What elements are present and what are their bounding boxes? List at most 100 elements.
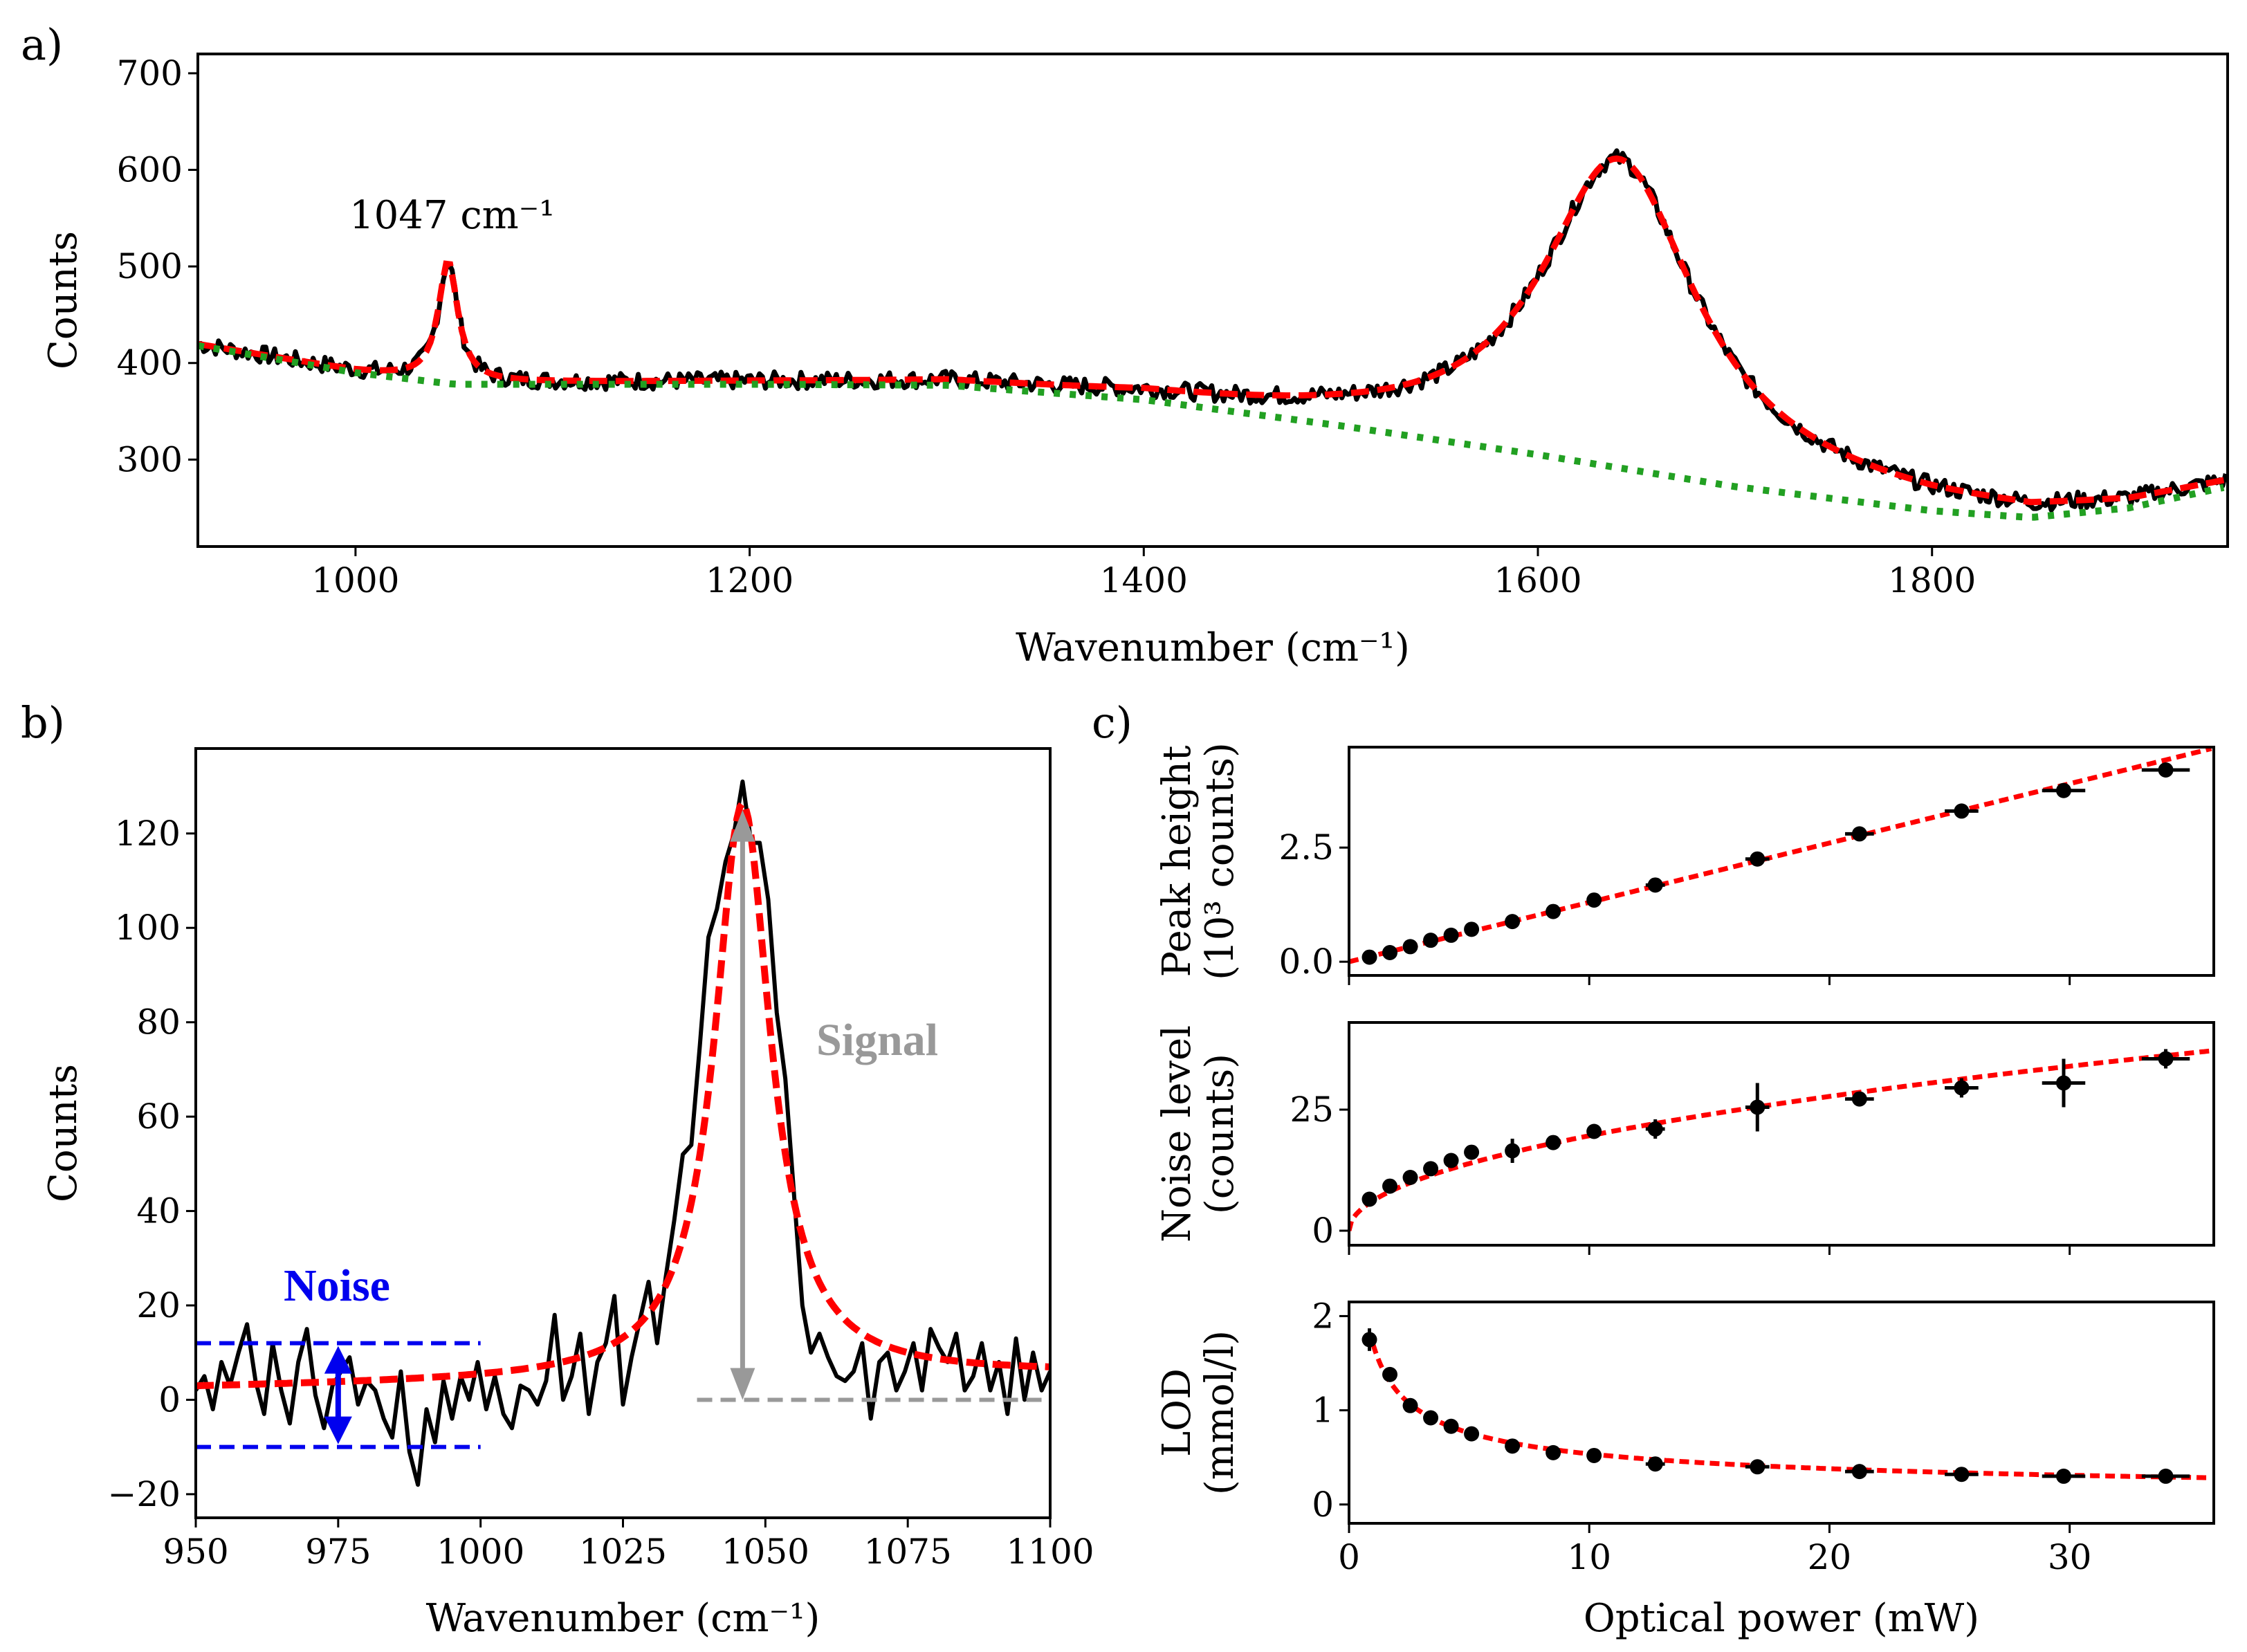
data-point xyxy=(1382,1366,1398,1382)
y-tick-label: 2 xyxy=(1312,1296,1334,1336)
data-point xyxy=(1586,1447,1602,1463)
data-point xyxy=(1647,1121,1663,1137)
panel-c-lod-axes: 0 10 20 30 0 1 2 Optical power (mW) LOD(mmol/l) xyxy=(1155,1296,2215,1641)
x-axis-label: Wavenumber (cm⁻¹) xyxy=(1016,625,1410,670)
x-axis-label: Optical power (mW) xyxy=(1584,1596,1979,1641)
data-point xyxy=(1382,945,1398,960)
y-axis-label: (mmol/l) xyxy=(1198,1330,1242,1495)
y-tick-label: 80 xyxy=(136,1002,181,1043)
data-point xyxy=(2055,1468,2071,1484)
y-axis-label: Peak height xyxy=(1155,745,1200,977)
x-tick-label: 0 xyxy=(1338,1537,1360,1577)
x-tick-label: 1600 xyxy=(1494,560,1581,600)
data-point xyxy=(1423,933,1439,948)
data-point xyxy=(1505,914,1521,930)
panel-a-label: a) xyxy=(21,19,63,70)
y-axis-label: (counts) xyxy=(1198,1054,1242,1214)
signal-arrow-head-down xyxy=(730,1368,755,1400)
noise-arrow-head-down xyxy=(324,1416,352,1444)
y-tick-label: 2.5 xyxy=(1278,827,1334,868)
data-point xyxy=(1546,1444,1561,1460)
x-tick-label: 1000 xyxy=(437,1532,524,1572)
y-axis-label: Counts xyxy=(41,231,86,369)
x-tick-label: 1200 xyxy=(706,560,794,600)
data-point xyxy=(1954,1080,1970,1096)
x-tick-label: 975 xyxy=(305,1532,371,1572)
panel-a-plot-content xyxy=(198,148,2228,521)
y-axis-label: LOD xyxy=(1155,1368,1200,1457)
data-point xyxy=(1647,877,1663,893)
y-tick-label: 300 xyxy=(117,439,183,479)
panel-c-label: c) xyxy=(1092,697,1132,748)
panel-c-noise-level-axes: 0 25 Noise level(counts) xyxy=(1155,1021,2215,1255)
data-point xyxy=(1750,851,1766,867)
data-point xyxy=(1851,1464,1867,1480)
y-tick-label: 1 xyxy=(1312,1391,1334,1431)
data-point xyxy=(1750,1099,1766,1115)
data-point xyxy=(2055,1075,2071,1091)
noise-label: Noise xyxy=(284,1260,390,1311)
plot-frame xyxy=(1348,746,2215,977)
panel-c-peak-height-content xyxy=(1349,747,2212,965)
x-tick-label: 1100 xyxy=(1006,1532,1094,1572)
data-point xyxy=(1954,1467,1970,1483)
y-tick-label: 40 xyxy=(136,1191,181,1231)
y-axis-label: Counts xyxy=(41,1064,86,1202)
noise-arrow-head-up xyxy=(324,1346,352,1374)
peak-annotation: 1047 cm⁻¹ xyxy=(349,193,555,238)
data-point xyxy=(1382,1178,1398,1194)
data-point xyxy=(1750,1459,1766,1475)
panel-a: a) 1000 1200 1400 1600 1800 300 400 500 600 700 Wa… xyxy=(21,19,2229,670)
panel-b-label: b) xyxy=(21,697,65,748)
data-point xyxy=(1546,1135,1561,1150)
y-tick-label: 0.0 xyxy=(1278,942,1334,982)
signal-label: Signal xyxy=(816,1015,938,1065)
x-tick-label: 1050 xyxy=(722,1532,809,1572)
data-point xyxy=(1361,1191,1377,1207)
x-tick-label: 1800 xyxy=(1888,560,1976,600)
panel-b-plot-content xyxy=(196,779,1050,1487)
y-axis-label: Noise level xyxy=(1155,1025,1200,1242)
plot-frame xyxy=(1348,1301,2215,1525)
data-point xyxy=(1505,1143,1521,1159)
x-tick-label: 950 xyxy=(163,1532,228,1572)
fit-line xyxy=(1349,747,2212,964)
plot-frame xyxy=(196,53,2229,548)
data-point xyxy=(1361,949,1377,965)
signal-arrow-head-up xyxy=(730,809,755,842)
data-point xyxy=(1402,1170,1418,1185)
plot-frame xyxy=(1348,1021,2215,1247)
data-point xyxy=(1361,1332,1377,1348)
panel-c-peak-height-axes: 0.0 2.5 Peak height(10³ counts) xyxy=(1155,742,2215,985)
data-point xyxy=(1423,1410,1439,1426)
x-tick-label: 30 xyxy=(2048,1537,2092,1577)
data-point xyxy=(1423,1161,1439,1177)
x-tick-label: 10 xyxy=(1567,1537,1611,1577)
y-tick-label: 500 xyxy=(117,246,183,286)
data-point xyxy=(1954,803,1970,819)
plot-frame xyxy=(194,747,1052,1519)
x-tick-label: 1025 xyxy=(579,1532,667,1572)
panel-b-axes: 950 975 1000 1025 1050 1075 1100 −20 0 20 40 60 80 10… xyxy=(41,747,1094,1641)
data-point xyxy=(2055,782,2071,798)
data-point xyxy=(1464,1426,1480,1442)
data-point xyxy=(1402,939,1418,955)
x-tick-label: 20 xyxy=(1808,1537,1852,1577)
data-point xyxy=(2158,1051,2174,1067)
y-tick-label: −20 xyxy=(107,1474,181,1514)
panel-c-lod-content xyxy=(1361,1328,2212,1484)
x-tick-label: 1000 xyxy=(311,560,399,600)
y-tick-label: 120 xyxy=(115,814,181,854)
y-axis-label: (10³ counts) xyxy=(1198,742,1242,980)
data-point xyxy=(1851,1091,1867,1107)
y-tick-label: 0 xyxy=(1312,1211,1334,1251)
y-tick-label: 60 xyxy=(136,1096,181,1137)
data-point xyxy=(1586,892,1602,908)
fit-line xyxy=(1370,1343,2212,1480)
fit-line xyxy=(1349,1048,2212,1231)
y-tick-label: 600 xyxy=(117,150,183,190)
y-tick-label: 25 xyxy=(1290,1090,1334,1130)
data-point xyxy=(1402,1397,1418,1413)
